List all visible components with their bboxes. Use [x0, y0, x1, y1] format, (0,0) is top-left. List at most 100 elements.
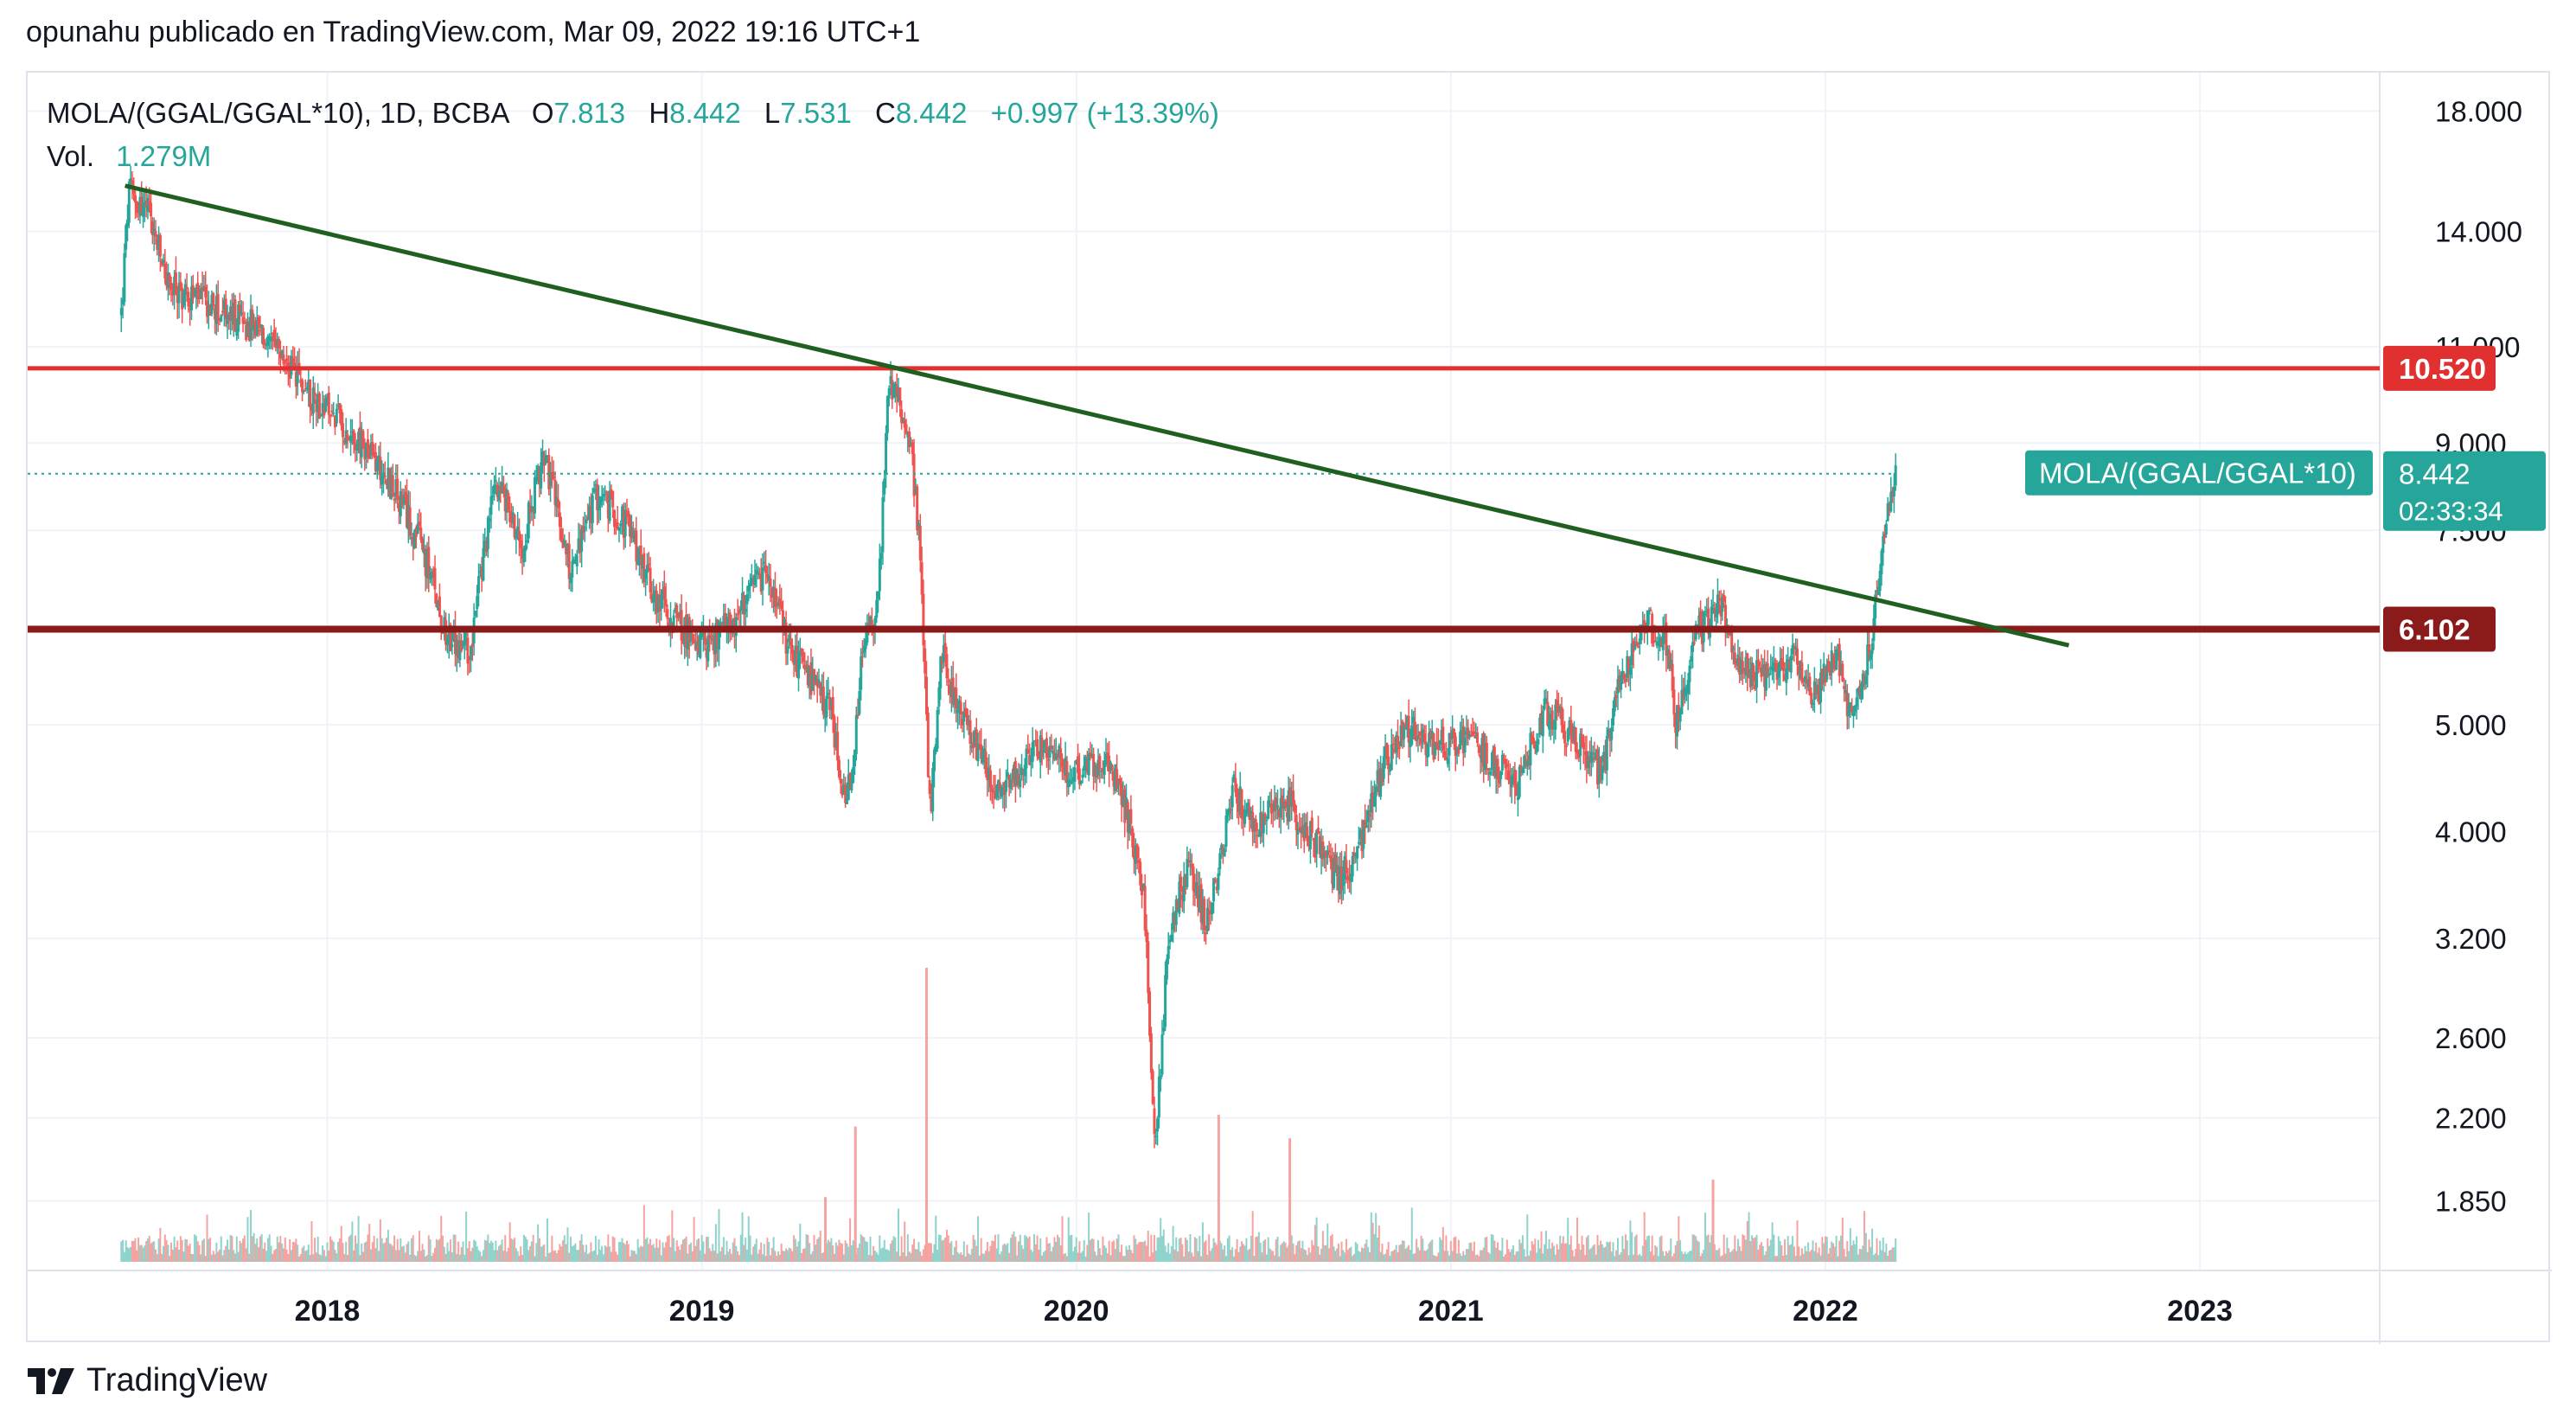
volume-bar: [491, 1242, 494, 1262]
candle-body: [1723, 605, 1727, 633]
volume-bar: [585, 1245, 588, 1262]
volume-bar: [1760, 1242, 1762, 1262]
candle-body: [878, 558, 881, 592]
volume-bar: [936, 1249, 939, 1262]
volume-bar: [1488, 1253, 1491, 1262]
candle-body: [439, 615, 443, 630]
volume-bar: [789, 1248, 792, 1262]
candle-body: [1006, 772, 1009, 777]
volume-bar: [1799, 1255, 1802, 1262]
candle-body: [1469, 735, 1473, 738]
candle-body: [1180, 895, 1184, 900]
trendline[interactable]: [125, 183, 2070, 648]
last-price-badge[interactable]: [2383, 451, 2546, 531]
volume-bar: [1676, 1240, 1678, 1262]
candle-body: [166, 272, 169, 289]
candle-body: [1593, 757, 1596, 760]
volume-bar: [1106, 1253, 1109, 1262]
candle-body: [858, 691, 861, 714]
legend-symbol[interactable]: MOLA/(GGAL/GGAL*10), 1D, BCBA: [47, 97, 508, 129]
volume-bar: [1404, 1248, 1407, 1262]
candle-body: [1882, 536, 1885, 554]
volume-bar: [1301, 1240, 1304, 1262]
volume-bar: [123, 1251, 125, 1262]
volume-bar: [896, 1251, 898, 1262]
volume-bar: [677, 1245, 680, 1262]
volume-bar: [1359, 1251, 1362, 1262]
candle-body: [1585, 751, 1588, 768]
candle-body: [650, 593, 654, 603]
volume-bar: [532, 1234, 534, 1262]
volume-bar: [1236, 1238, 1238, 1262]
candle-body: [125, 219, 129, 227]
candle-body: [949, 681, 953, 697]
candle-body: [860, 651, 864, 654]
volume-bar: [649, 1238, 652, 1262]
candle-body: [833, 716, 836, 748]
candle-body: [655, 591, 658, 613]
candle-body: [196, 283, 200, 299]
volume-bar: [601, 1245, 604, 1262]
candle-body: [210, 294, 214, 314]
support-price-badge[interactable]: [2383, 606, 2496, 652]
candle-body: [1275, 797, 1278, 810]
candle-body: [1405, 716, 1409, 730]
volume-bar: [1242, 1244, 1244, 1262]
volume-bar: [551, 1235, 553, 1262]
volume-bar: [361, 1243, 363, 1262]
candle-body: [212, 293, 215, 306]
volume-bar: [763, 1244, 765, 1262]
volume-bar: [1735, 1251, 1738, 1262]
candle-body: [379, 457, 382, 481]
candle-body: [1558, 707, 1562, 714]
resistance-price-badge[interactable]: [2383, 345, 2496, 391]
candle-body: [942, 644, 945, 662]
candle-body: [1676, 705, 1679, 737]
volume-bar: [171, 1249, 174, 1262]
candle-body: [694, 643, 697, 650]
candle-body: [1548, 720, 1551, 730]
symbol-name-badge[interactable]: [2025, 450, 2373, 496]
candle-body: [1141, 884, 1145, 892]
volume-bar: [1125, 1245, 1128, 1262]
candle-body: [911, 442, 914, 454]
candle-body: [1026, 749, 1030, 753]
candle-body: [790, 644, 794, 654]
candle-body: [1256, 835, 1259, 837]
volume-bar: [865, 1241, 867, 1262]
candle-body: [1167, 945, 1170, 959]
volume-bar: [949, 1243, 951, 1262]
volume-bar: [279, 1236, 282, 1262]
candle-body: [1019, 779, 1022, 788]
volume-bar: [1195, 1238, 1198, 1262]
candle-body: [877, 591, 880, 599]
price-chart[interactable]: 18.00014.00011.0009.0007.5005.0004.0003.…: [28, 73, 2552, 1344]
candle-body: [1424, 741, 1428, 756]
candle-body: [1333, 854, 1337, 873]
volume-bar: [1748, 1212, 1750, 1262]
candle-body: [1314, 838, 1317, 858]
volume-bar: [1874, 1253, 1876, 1262]
candle-body: [1335, 865, 1339, 876]
volume-bar: [553, 1251, 555, 1262]
volume-bar: [1495, 1247, 1498, 1262]
candle-body: [1787, 661, 1791, 671]
volume-bar: [516, 1251, 519, 1262]
candle-body: [1230, 784, 1234, 808]
candle-body: [637, 547, 641, 566]
candle-body: [854, 714, 858, 755]
candle-body: [1605, 736, 1608, 771]
volume-bar: [136, 1250, 138, 1262]
candle-body: [482, 547, 485, 581]
candle-body: [1618, 675, 1621, 689]
chart-panel[interactable]: 18.00014.00011.0009.0007.5005.0004.0003.…: [26, 71, 2552, 1344]
footer-brand[interactable]: TradingView: [26, 1362, 267, 1399]
volume-bar: [195, 1235, 197, 1262]
candle-body: [1604, 754, 1608, 771]
candle-body: [1820, 669, 1824, 685]
candle-body: [1869, 653, 1872, 660]
candle-body: [1238, 786, 1242, 816]
candle-body: [763, 561, 766, 564]
candle-body: [1476, 732, 1480, 743]
candle-body: [964, 707, 968, 713]
